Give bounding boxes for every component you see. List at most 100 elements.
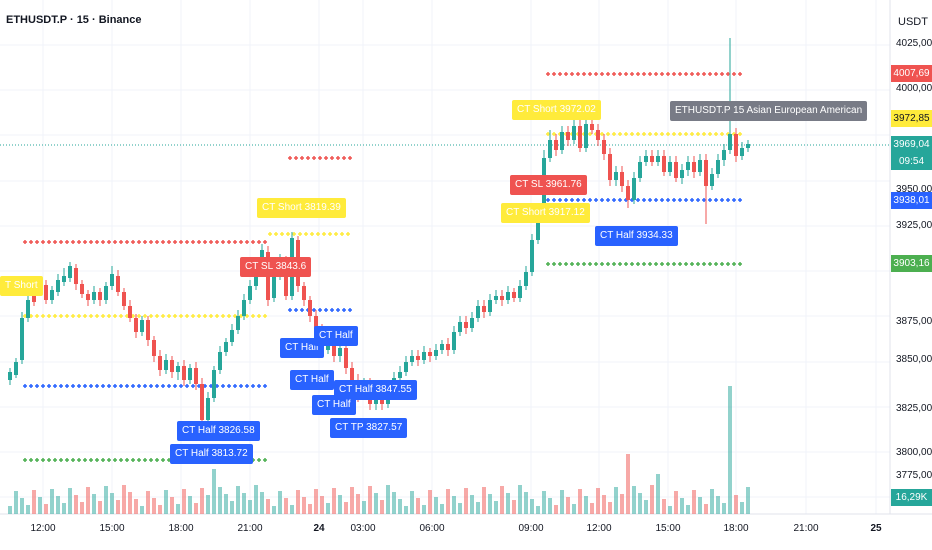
volume-bar [326,503,330,514]
candle-body [608,154,612,180]
ct-half-tag: CT Half [280,338,324,358]
candle-body [374,398,378,404]
volume-bar [584,496,588,514]
time-tick: 15:00 [655,523,681,534]
symbol-title[interactable]: ETHUSDT.P · 15 · Binance [6,14,142,26]
candle-body [536,210,540,240]
volume-bar [206,495,210,514]
candle-body [554,140,558,150]
candle-body [230,330,234,342]
candle-body [380,398,384,404]
currency-label[interactable]: USDT [898,16,928,28]
volume-bar [404,506,408,514]
candle-body [434,350,438,356]
candle-body [224,342,228,352]
volume-bar [344,502,348,514]
volume-bar [560,490,564,514]
volume-bar [320,496,324,514]
volume-bar [602,495,606,514]
candle-body [458,322,462,332]
volume-bar [422,505,426,514]
time-tick: 09:00 [518,523,544,534]
candle-body [710,174,714,186]
volume-bar [440,504,444,514]
volume-bar [740,502,744,514]
candle-body [218,352,222,370]
candle-body [272,276,276,298]
volume-bar [242,493,246,514]
volume-bar [596,488,600,514]
candle-body [116,276,120,292]
volume-bar [590,503,594,514]
ct-tp-tag: CT TP 3827.57 [330,418,408,438]
candle-body [470,318,474,328]
volume-bar [260,492,264,514]
volume-bar [692,490,696,514]
volume-bar [656,474,660,514]
candle-body [494,296,498,300]
candle-body [722,150,726,160]
volume-bar [182,489,186,514]
volume-bar [26,505,30,514]
candle-body [194,368,198,384]
volume-bar [578,489,582,514]
candle-body [674,162,678,178]
candle-body [164,360,168,370]
time-tick: 12:00 [30,523,56,534]
candle-body [686,162,690,170]
price-tick: 3850,00 [896,354,932,365]
volume-bar [680,498,684,514]
time-tick: 06:00 [419,523,445,534]
volume-bar [482,487,486,514]
volume-bar [224,494,228,514]
candle-body [410,356,414,362]
candle-body [572,126,576,140]
volume-bar [188,496,192,514]
volume-bar [50,489,54,514]
volume-bar [374,493,378,514]
volume-bar [674,491,678,514]
candle-body [56,280,60,292]
volume-bar [308,504,312,514]
volume-bar [62,503,66,514]
volume-bar [554,505,558,514]
volume-bar [110,493,114,514]
volume-bar [356,494,360,514]
volume-bar [230,501,234,514]
time-tick: 25 [870,523,882,534]
candle-body [188,368,192,380]
volume-bar [272,506,276,514]
time-tick: 21:00 [237,523,263,534]
volume-bar [512,500,516,514]
volume-bar [98,501,102,514]
candle-body [284,260,288,296]
volume-bar [284,498,288,514]
candle-body [518,286,522,298]
volume-bar [176,504,180,514]
volume-bar [152,498,156,514]
volume-bar [620,494,624,514]
volume-bar [362,501,366,514]
price-tick: 3875,00 [896,316,932,327]
volume-bar [632,486,636,514]
ct-half-tag: CT Half 3934.33 [595,226,678,246]
volume-bar [86,487,90,514]
candle-body [62,276,66,282]
candle-body [242,300,246,316]
volume-bar [662,499,666,514]
volume-bar [638,493,642,514]
candle-body [152,340,156,356]
candle-body [590,124,594,130]
candle-body [512,292,516,298]
candle-body [8,372,12,380]
volume-bar [470,495,474,514]
candle-body [338,348,342,356]
volume-bar [254,485,258,514]
volume-bar [380,500,384,514]
ct-half-tag: CT Half 3813.72 [170,444,253,464]
level-badge-blue: 3938,01 [891,192,932,209]
volume-bar [650,485,654,514]
candle-body [74,268,78,284]
